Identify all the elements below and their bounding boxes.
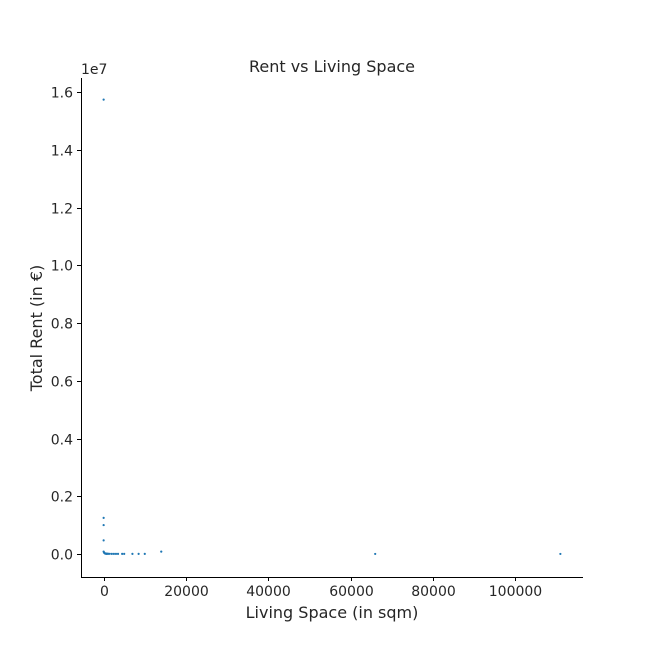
x-tick-label: 0: [100, 584, 109, 600]
y-axis-label: Total Rent (in €): [27, 265, 46, 393]
data-points: [102, 98, 562, 556]
y-tick-label: 0.2: [51, 490, 73, 506]
x-axis-label: Living Space (in sqm): [246, 603, 419, 622]
data-point: [116, 552, 120, 555]
y-tick-label: 0.0: [51, 548, 73, 564]
x-tick-label: 80000: [411, 584, 456, 600]
y-scale-offset-label: 1e7: [81, 62, 107, 78]
data-point: [108, 552, 111, 555]
data-point: [559, 552, 562, 556]
y-tick-label: 0.8: [51, 317, 73, 333]
data-point: [102, 539, 105, 542]
data-point: [102, 516, 105, 519]
data-point: [121, 552, 124, 555]
data-point: [160, 550, 163, 553]
data-point: [143, 552, 146, 555]
x-tick-label: 60000: [329, 584, 374, 600]
y-tick-label: 0.6: [51, 375, 73, 391]
x-tick-label: 100000: [489, 584, 542, 600]
y-axis-ticks: 0.0 0.2 0.4 0.6 0.8 1.0 1.2 1.4 1.6: [51, 86, 81, 564]
data-point: [123, 552, 126, 555]
y-tick-label: 1.0: [51, 259, 73, 275]
data-point: [102, 98, 105, 101]
chart-title: Rent vs Living Space: [249, 57, 415, 76]
y-tick-label: 1.4: [51, 144, 73, 160]
data-point: [137, 552, 140, 555]
x-tick-label: 20000: [164, 584, 209, 600]
x-tick-label: 40000: [246, 584, 291, 600]
data-point: [110, 552, 113, 555]
data-point: [374, 552, 377, 556]
data-point: [131, 552, 134, 555]
data-point: [114, 552, 118, 555]
y-tick-label: 1.2: [51, 202, 73, 218]
x-axis-ticks: 0 20000 40000 60000 80000 100000: [100, 577, 542, 600]
y-tick-label: 0.4: [51, 433, 73, 449]
y-tick-label: 1.6: [51, 86, 73, 102]
data-point: [112, 552, 116, 555]
data-point: [102, 523, 105, 527]
